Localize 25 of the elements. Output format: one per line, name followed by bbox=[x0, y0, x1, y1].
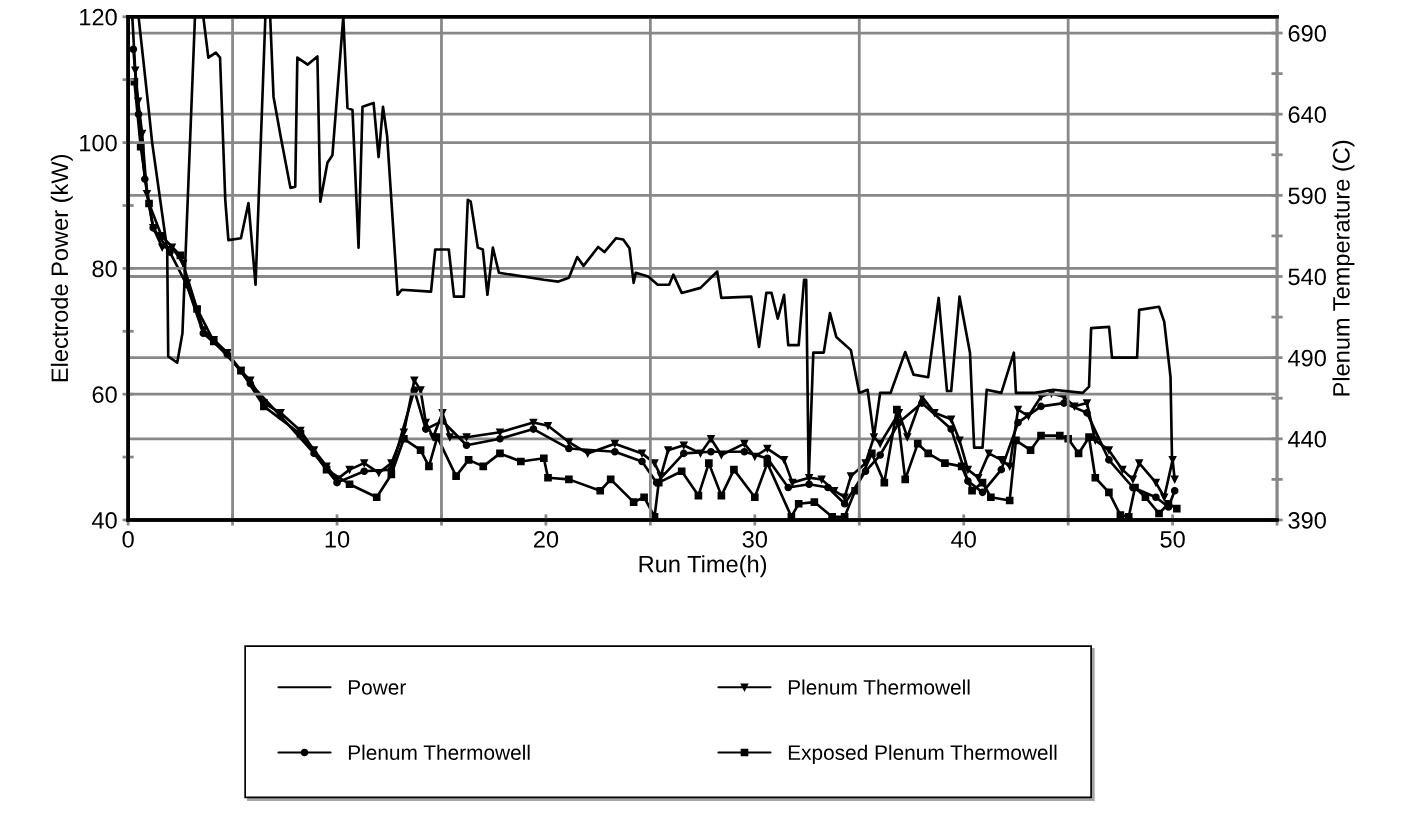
y-tick-label: 40 bbox=[91, 512, 117, 529]
legend-label: Plenum Thermowell bbox=[788, 679, 970, 695]
x-axis-title: Run Time(h) bbox=[639, 555, 767, 578]
x-tick-label: 30 bbox=[742, 531, 768, 548]
y2-tick-label: 540 bbox=[1288, 268, 1326, 286]
y-tick-label: 60 bbox=[92, 386, 117, 403]
x-tick-label: 40 bbox=[951, 531, 976, 548]
y2-tick-label: 690 bbox=[1288, 25, 1326, 42]
x-tick-label: 20 bbox=[533, 531, 559, 548]
y-tick-label: 80 bbox=[92, 260, 117, 278]
x-tick-label: 0 bbox=[122, 531, 134, 548]
y2-tick-label: 440 bbox=[1288, 430, 1326, 448]
y2-tick-label: 490 bbox=[1288, 349, 1326, 367]
x-tick-label: 50 bbox=[1160, 531, 1185, 548]
y-tick-label: 120 bbox=[80, 8, 117, 26]
y2-tick-label: 640 bbox=[1288, 106, 1326, 123]
x-tick-label: 10 bbox=[325, 531, 350, 548]
legend-label: Power bbox=[348, 680, 406, 695]
legend-label: Exposed Plenum Thermowell bbox=[788, 744, 1057, 765]
y2-axis-title: Plenum Temperature (C) bbox=[1332, 140, 1355, 396]
y2-tick-label: 590 bbox=[1288, 187, 1326, 205]
y-axis-title: Electrode Power (kW) bbox=[50, 155, 73, 382]
legend-label: Plenum Thermowell bbox=[348, 744, 530, 760]
y2-tick-label: 390 bbox=[1288, 512, 1326, 529]
y-tick-label: 100 bbox=[80, 134, 117, 152]
